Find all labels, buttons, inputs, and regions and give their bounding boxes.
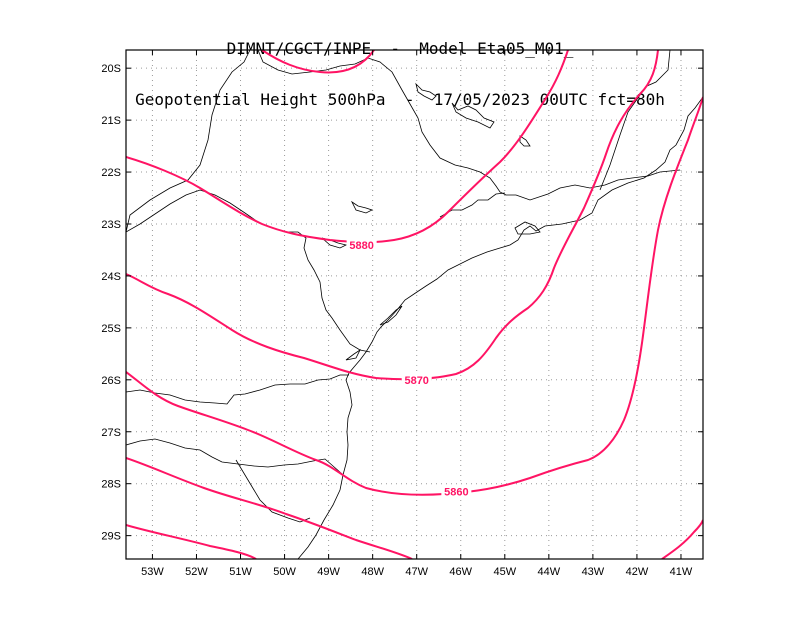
- state-border-ms-sp: [126, 50, 251, 233]
- contour-label-bg: [441, 484, 472, 498]
- lat-label: 23S: [101, 219, 121, 231]
- lon-label: 46W: [449, 566, 472, 578]
- island: [514, 221, 541, 235]
- lat-label: 29S: [101, 531, 121, 543]
- contour-label: 5870: [404, 375, 428, 387]
- lat-label: 22S: [101, 167, 121, 179]
- contour-label-bg: [346, 237, 377, 251]
- state-border-sp-mg: [257, 50, 516, 196]
- lon-label: 48W: [361, 566, 384, 578]
- contour-line: [126, 50, 659, 381]
- lat-label: 26S: [101, 375, 121, 387]
- lon-label: 52W: [185, 566, 208, 578]
- state-border-sp-rj: [439, 192, 506, 218]
- graticule: [126, 50, 703, 559]
- latitude-labels: 20S 21S 22S 23S 24S 25S 26S 27S 28S 29S: [101, 63, 121, 542]
- reservoir: [415, 82, 437, 101]
- contour-line: [261, 50, 375, 74]
- lon-label: 41W: [670, 566, 693, 578]
- title-line-2: Geopotential Height 500hPa - 17/05/2023 …: [135, 90, 665, 109]
- lagoon: [379, 305, 403, 326]
- lon-label: 45W: [493, 566, 516, 578]
- contour-line: [126, 524, 257, 559]
- axis-ticks: [126, 50, 703, 559]
- height-contours: [126, 50, 703, 559]
- reservoir: [350, 200, 374, 214]
- state-border-pr-sp: [126, 189, 371, 353]
- lon-label: 43W: [582, 566, 605, 578]
- contour-label: 5860: [444, 486, 468, 498]
- reservoir: [519, 135, 531, 147]
- state-border-mg-rj: [515, 169, 681, 201]
- lon-label: 51W: [229, 566, 252, 578]
- lon-label: 49W: [317, 566, 340, 578]
- longitude-labels: 53W 52W 51W 50W 49W 48W 47W 46W 45W 44W 43W 42W 41W: [141, 566, 693, 578]
- coastlines-and-borders: [126, 50, 703, 559]
- contour-labels: 5880 5870 5860: [346, 237, 472, 498]
- lat-label: 21S: [101, 115, 121, 127]
- state-border-sc-pr: [126, 374, 349, 405]
- lagoon: [345, 348, 362, 361]
- reservoir: [451, 102, 495, 129]
- contour-line: [126, 96, 703, 496]
- lon-label: 53W: [141, 566, 164, 578]
- coastline: [297, 96, 703, 559]
- contour-label-bg: [401, 372, 432, 386]
- lon-label: 50W: [273, 566, 296, 578]
- lat-label: 25S: [101, 323, 121, 335]
- contour-line: [661, 519, 703, 559]
- lon-label: 42W: [626, 566, 649, 578]
- lat-label: 27S: [101, 427, 121, 439]
- state-border-rs: [235, 459, 311, 523]
- lat-label: 20S: [101, 63, 121, 75]
- lon-label: 47W: [405, 566, 428, 578]
- state-border-mg-es: [599, 50, 671, 191]
- contour-line: [126, 457, 413, 559]
- lat-label: 28S: [101, 479, 121, 491]
- map-frame: [125, 49, 704, 560]
- state-border-rs-sc: [126, 438, 348, 479]
- contour-line: [126, 50, 569, 244]
- contour-label: 5880: [349, 240, 373, 252]
- lon-label: 44W: [538, 566, 561, 578]
- lat-label: 24S: [101, 271, 121, 283]
